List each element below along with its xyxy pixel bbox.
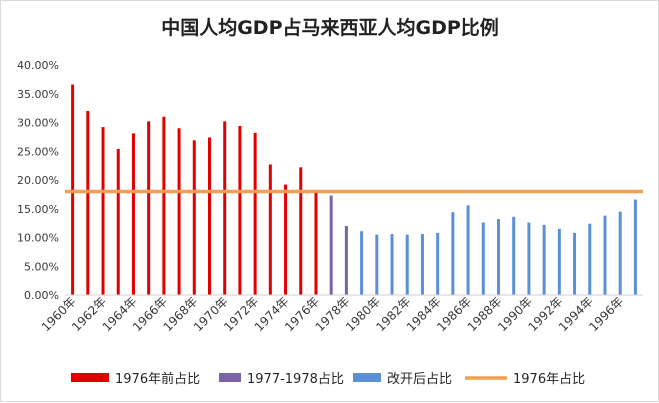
legend-label-0: 1976年前占比 — [115, 371, 200, 387]
bar-2-26 — [466, 205, 470, 295]
legend-swatch-1 — [219, 373, 241, 382]
bar-0-1 — [86, 111, 90, 295]
bar-2-32 — [557, 228, 561, 296]
legend-swatch-2 — [353, 373, 381, 382]
bar-0-4 — [131, 133, 135, 295]
bar-0-11 — [238, 125, 242, 295]
bar-2-21 — [390, 234, 394, 295]
bar-0-2 — [101, 127, 105, 295]
bar-0-7 — [177, 128, 181, 295]
bar-2-28 — [497, 219, 500, 295]
bar-0-6 — [162, 116, 166, 295]
x-tick-label: 1996年 — [586, 294, 626, 334]
bar-0-14 — [284, 184, 288, 295]
bar-0-16 — [314, 191, 318, 295]
bar-0-13 — [268, 164, 272, 295]
y-axis-labels: 0.00% 5.00% 10.00% 15.00% 20.00% 25.00% 30.00%… — [17, 59, 59, 302]
bar-2-25 — [451, 212, 455, 295]
y-tick-label: 0.00% — [24, 289, 59, 302]
legend-label-1: 1977-1978占比 — [247, 372, 344, 387]
bar-2-33 — [573, 232, 577, 295]
bar-1-17 — [329, 195, 333, 295]
bar-2-37 — [633, 199, 637, 295]
bar-0-15 — [299, 167, 303, 295]
legend-swatch-0 — [71, 373, 109, 382]
bar-1-18 — [344, 226, 348, 295]
bar-2-20 — [375, 234, 379, 296]
x-axis-labels: 1960年1962年1964年1966年1968年1970年1972年1974年… — [39, 294, 627, 334]
y-tick-label: 20.00% — [17, 174, 59, 187]
bar-2-24 — [436, 232, 440, 295]
bar-2-35 — [603, 215, 607, 295]
bar-0-12 — [253, 132, 257, 295]
bar-2-30 — [527, 222, 531, 295]
chart-title: 中国人均GDP占马来西亚人均GDP比例 — [161, 16, 499, 39]
bar-2-19 — [360, 231, 364, 295]
bar-0-5 — [147, 121, 151, 295]
bar-0-9 — [208, 137, 211, 295]
bar-2-34 — [588, 223, 592, 295]
y-tick-label: 15.00% — [17, 203, 59, 216]
bar-2-27 — [481, 222, 485, 295]
y-tick-label: 35.00% — [17, 88, 59, 101]
y-tick-label: 30.00% — [17, 117, 59, 130]
y-tick-label: 10.00% — [17, 232, 59, 245]
legend-label-2: 改开后占比 — [387, 372, 452, 387]
legend: 1976年前占比 1977-1978占比 改开后占比 1976年占比 — [71, 371, 585, 387]
bar-2-22 — [405, 234, 409, 296]
legend-label-3: 1976年占比 — [513, 372, 585, 387]
bar-0-8 — [192, 140, 196, 295]
y-tick-label: 25.00% — [17, 145, 59, 158]
bars-group — [71, 84, 637, 296]
bar-2-31 — [542, 224, 546, 295]
y-tick-label: 5.00% — [24, 260, 59, 273]
bar-2-23 — [420, 234, 424, 295]
bar-0-10 — [223, 121, 227, 295]
bar-2-29 — [512, 216, 516, 295]
y-tick-label: 40.00% — [17, 59, 59, 72]
bar-2-36 — [618, 211, 622, 296]
bar-0-3 — [116, 148, 120, 295]
